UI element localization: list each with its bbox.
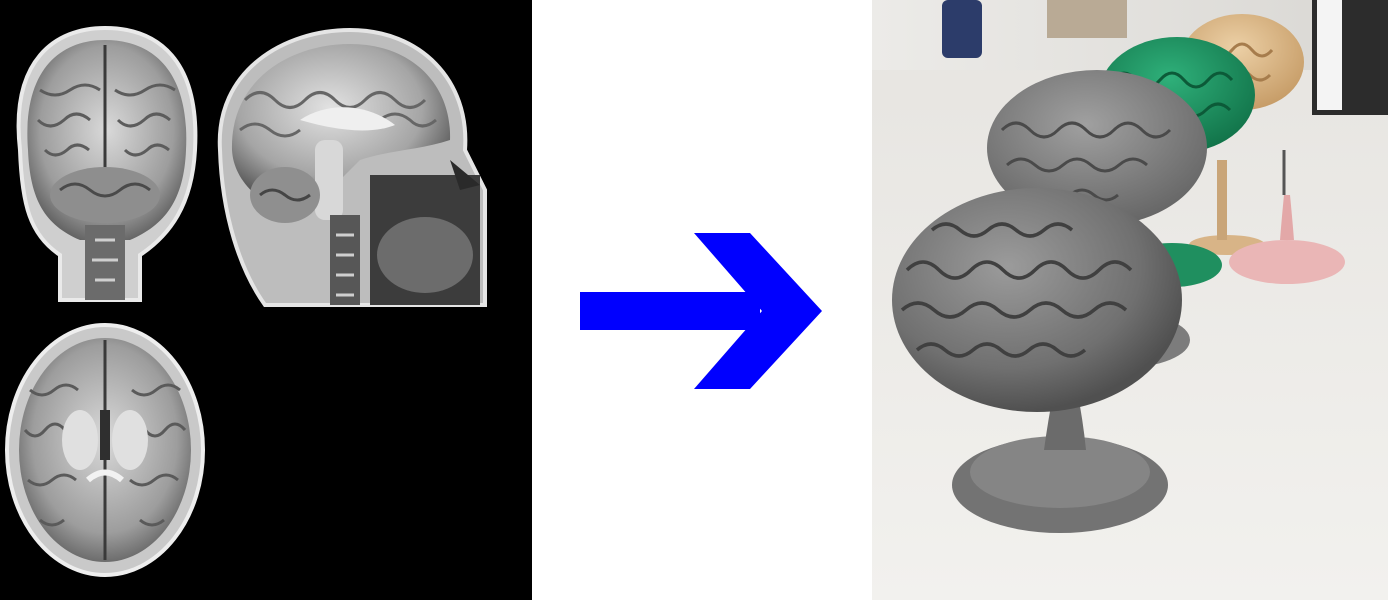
bottle-object [942,0,982,58]
coronal-mri-view [16,25,198,302]
pink-stand [1229,150,1345,284]
mri-scans-panel [0,0,532,600]
axial-mri-view [5,323,205,577]
sagittal-mri-view [217,27,487,307]
brain-models-photo [872,0,1388,600]
right-arrow-icon [580,233,822,389]
arrow-panel [532,0,872,600]
gray-brain-model-front [892,188,1182,533]
